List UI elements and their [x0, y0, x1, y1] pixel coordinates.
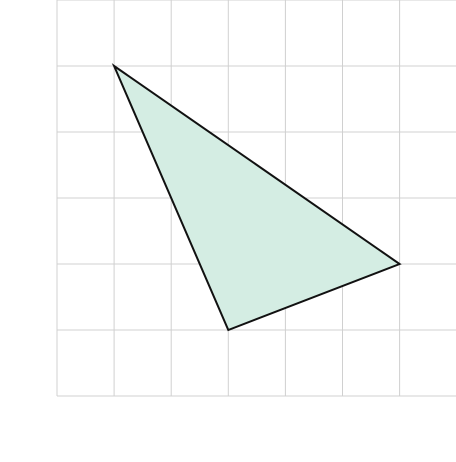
- triangle-shape: [111, 63, 402, 332]
